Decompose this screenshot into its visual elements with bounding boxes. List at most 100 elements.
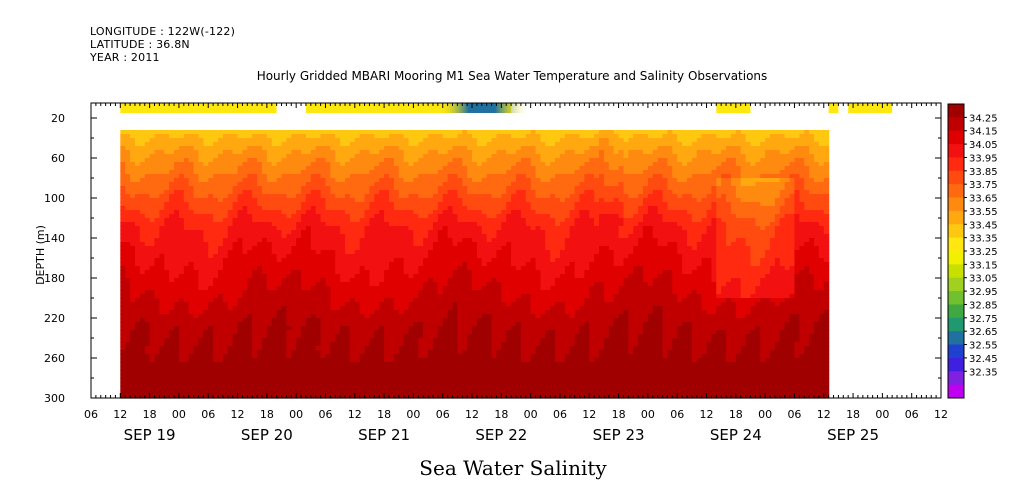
surface-band-segment-2: [305, 103, 512, 113]
colorbar-label: 32.55: [969, 341, 998, 352]
salinity-depth-field: [120, 130, 830, 399]
colorbar-label: 33.55: [969, 207, 998, 218]
colorbar-label: 33.25: [969, 247, 998, 258]
y-axis-label: DEPTH (m): [34, 225, 47, 285]
y-tick-label: 100: [44, 192, 65, 205]
x-hour-tick-label: 06: [905, 408, 919, 421]
x-hour-tick-label: 18: [846, 408, 860, 421]
colorbar-label: 32.75: [969, 314, 998, 325]
colorbar-swatch: [948, 304, 964, 319]
colorbar-swatch: [948, 224, 964, 239]
chart-title: Hourly Gridded MBARI Mooring M1 Sea Wate…: [257, 69, 768, 83]
x-date-label: SEP 20: [241, 426, 293, 444]
x-hour-tick-label: 12: [934, 408, 948, 421]
colorbar-swatch: [948, 251, 964, 265]
x-date-label: SEP 22: [475, 426, 527, 444]
surface-band-segment-3: [716, 103, 751, 113]
x-hour-tick-label: 00: [524, 408, 538, 421]
latitude-label: LATITUDE : 36.8N: [90, 38, 190, 51]
colorbar-swatch: [948, 170, 964, 185]
colorbar-label: 34.15: [969, 127, 998, 138]
plot-axes: [90, 102, 942, 399]
x-axis-label: Sea Water Salinity: [419, 456, 607, 480]
x-date-label: SEP 25: [827, 426, 879, 444]
colorbar-swatch: [948, 331, 964, 346]
x-hour-tick-label: 00: [875, 408, 889, 421]
colorbar-swatch: [948, 344, 964, 359]
colorbar-label: 33.45: [969, 220, 998, 231]
colorbar-swatch: [948, 197, 964, 212]
x-hour-tick-label: 00: [406, 408, 420, 421]
colorbar-label: 32.45: [969, 354, 998, 365]
colorbar-label: 33.05: [969, 274, 998, 285]
x-hour-tick-label: 18: [494, 408, 508, 421]
colorbar-swatch: [948, 357, 964, 372]
colorbar-swatch: [948, 317, 964, 332]
x-hour-tick-label: 12: [817, 408, 831, 421]
x-hour-tick-label: 06: [787, 408, 801, 421]
colorbar-swatch: [948, 184, 964, 199]
x-axis-ticks: 06 12 18 00 06 12 18 00 06 12 18 00 06 12 18 00 06 12 18 00…: [84, 408, 948, 444]
x-hour-tick-label: 12: [700, 408, 714, 421]
x-hour-tick-label: 18: [612, 408, 626, 421]
x-date-label: SEP 23: [593, 426, 645, 444]
x-hour-tick-label: 12: [582, 408, 596, 421]
y-tick-label: 140: [44, 232, 65, 245]
surface-band-segment-5: [848, 103, 893, 113]
colorbar-swatch: [948, 144, 964, 158]
colorbar-label: 32.65: [969, 327, 998, 338]
year-label: YEAR : 2011: [90, 51, 160, 64]
x-hour-tick-label: 00: [758, 408, 772, 421]
x-hour-tick-label: 18: [143, 408, 157, 421]
x-hour-tick-label: 06: [201, 408, 215, 421]
colorbar-label: 32.35: [969, 367, 998, 378]
y-tick-label: 260: [44, 352, 65, 365]
colorbar-swatch: [948, 264, 964, 279]
surface-low-salinity-patch: [437, 103, 526, 113]
colorbar-label: 33.85: [969, 167, 998, 178]
colorbar-swatch: [948, 104, 964, 118]
colorbar-label: 33.75: [969, 180, 998, 191]
x-hour-tick-label: 12: [113, 408, 127, 421]
longitude-label: LONGITUDE : 122W(-122): [90, 25, 236, 38]
x-hour-tick-label: 06: [84, 408, 98, 421]
colorbar-swatch: [948, 210, 964, 225]
colorbar-swatch: [948, 291, 964, 305]
x-hour-tick-label: 06: [553, 408, 567, 421]
y-tick-label: 220: [44, 312, 65, 325]
colorbar-swatch: [948, 371, 964, 386]
x-hour-tick-label: 00: [641, 408, 655, 421]
x-hour-tick-label: 00: [289, 408, 303, 421]
x-hour-tick-label: 12: [348, 408, 362, 421]
x-hour-tick-label: 06: [318, 408, 332, 421]
surface-band-segment-4: [828, 103, 839, 113]
colorbar-label: 34.25: [969, 113, 998, 124]
y-tick-label: 60: [51, 152, 65, 165]
colorbar-label: 32.95: [969, 287, 998, 298]
x-hour-tick-label: 18: [260, 408, 274, 421]
colorbar-swatch: [948, 117, 964, 132]
x-hour-tick-label: 06: [436, 408, 450, 421]
x-date-label: SEP 21: [358, 426, 410, 444]
colorbar-swatch: [948, 157, 964, 172]
x-date-label: SEP 24: [710, 426, 762, 444]
colorbar-swatch: [948, 130, 964, 145]
colorbar: 34.25 34.15 34.05 33.95 33.85 33.75 33.65 33.55…: [947, 103, 998, 399]
colorbar-label: 33.65: [969, 194, 998, 205]
surface-salinity-band: [120, 103, 893, 113]
y-axis-ticks: 20 60 100 140 180 220 260 300: [44, 112, 941, 405]
x-hour-tick-label: 18: [729, 408, 743, 421]
colorbar-label: 32.85: [969, 300, 998, 311]
x-hour-tick-label: 00: [172, 408, 186, 421]
colorbar-label: 33.95: [969, 153, 998, 164]
colorbar-swatch: [948, 237, 964, 252]
y-tick-label: 20: [51, 112, 65, 125]
x-date-label: SEP 19: [124, 426, 176, 444]
x-hour-tick-label: 12: [231, 408, 245, 421]
surface-band-segment-1: [120, 103, 277, 113]
x-hour-tick-label: 18: [377, 408, 391, 421]
x-hour-tick-label: 12: [465, 408, 479, 421]
x-hour-tick-label: 06: [670, 408, 684, 421]
